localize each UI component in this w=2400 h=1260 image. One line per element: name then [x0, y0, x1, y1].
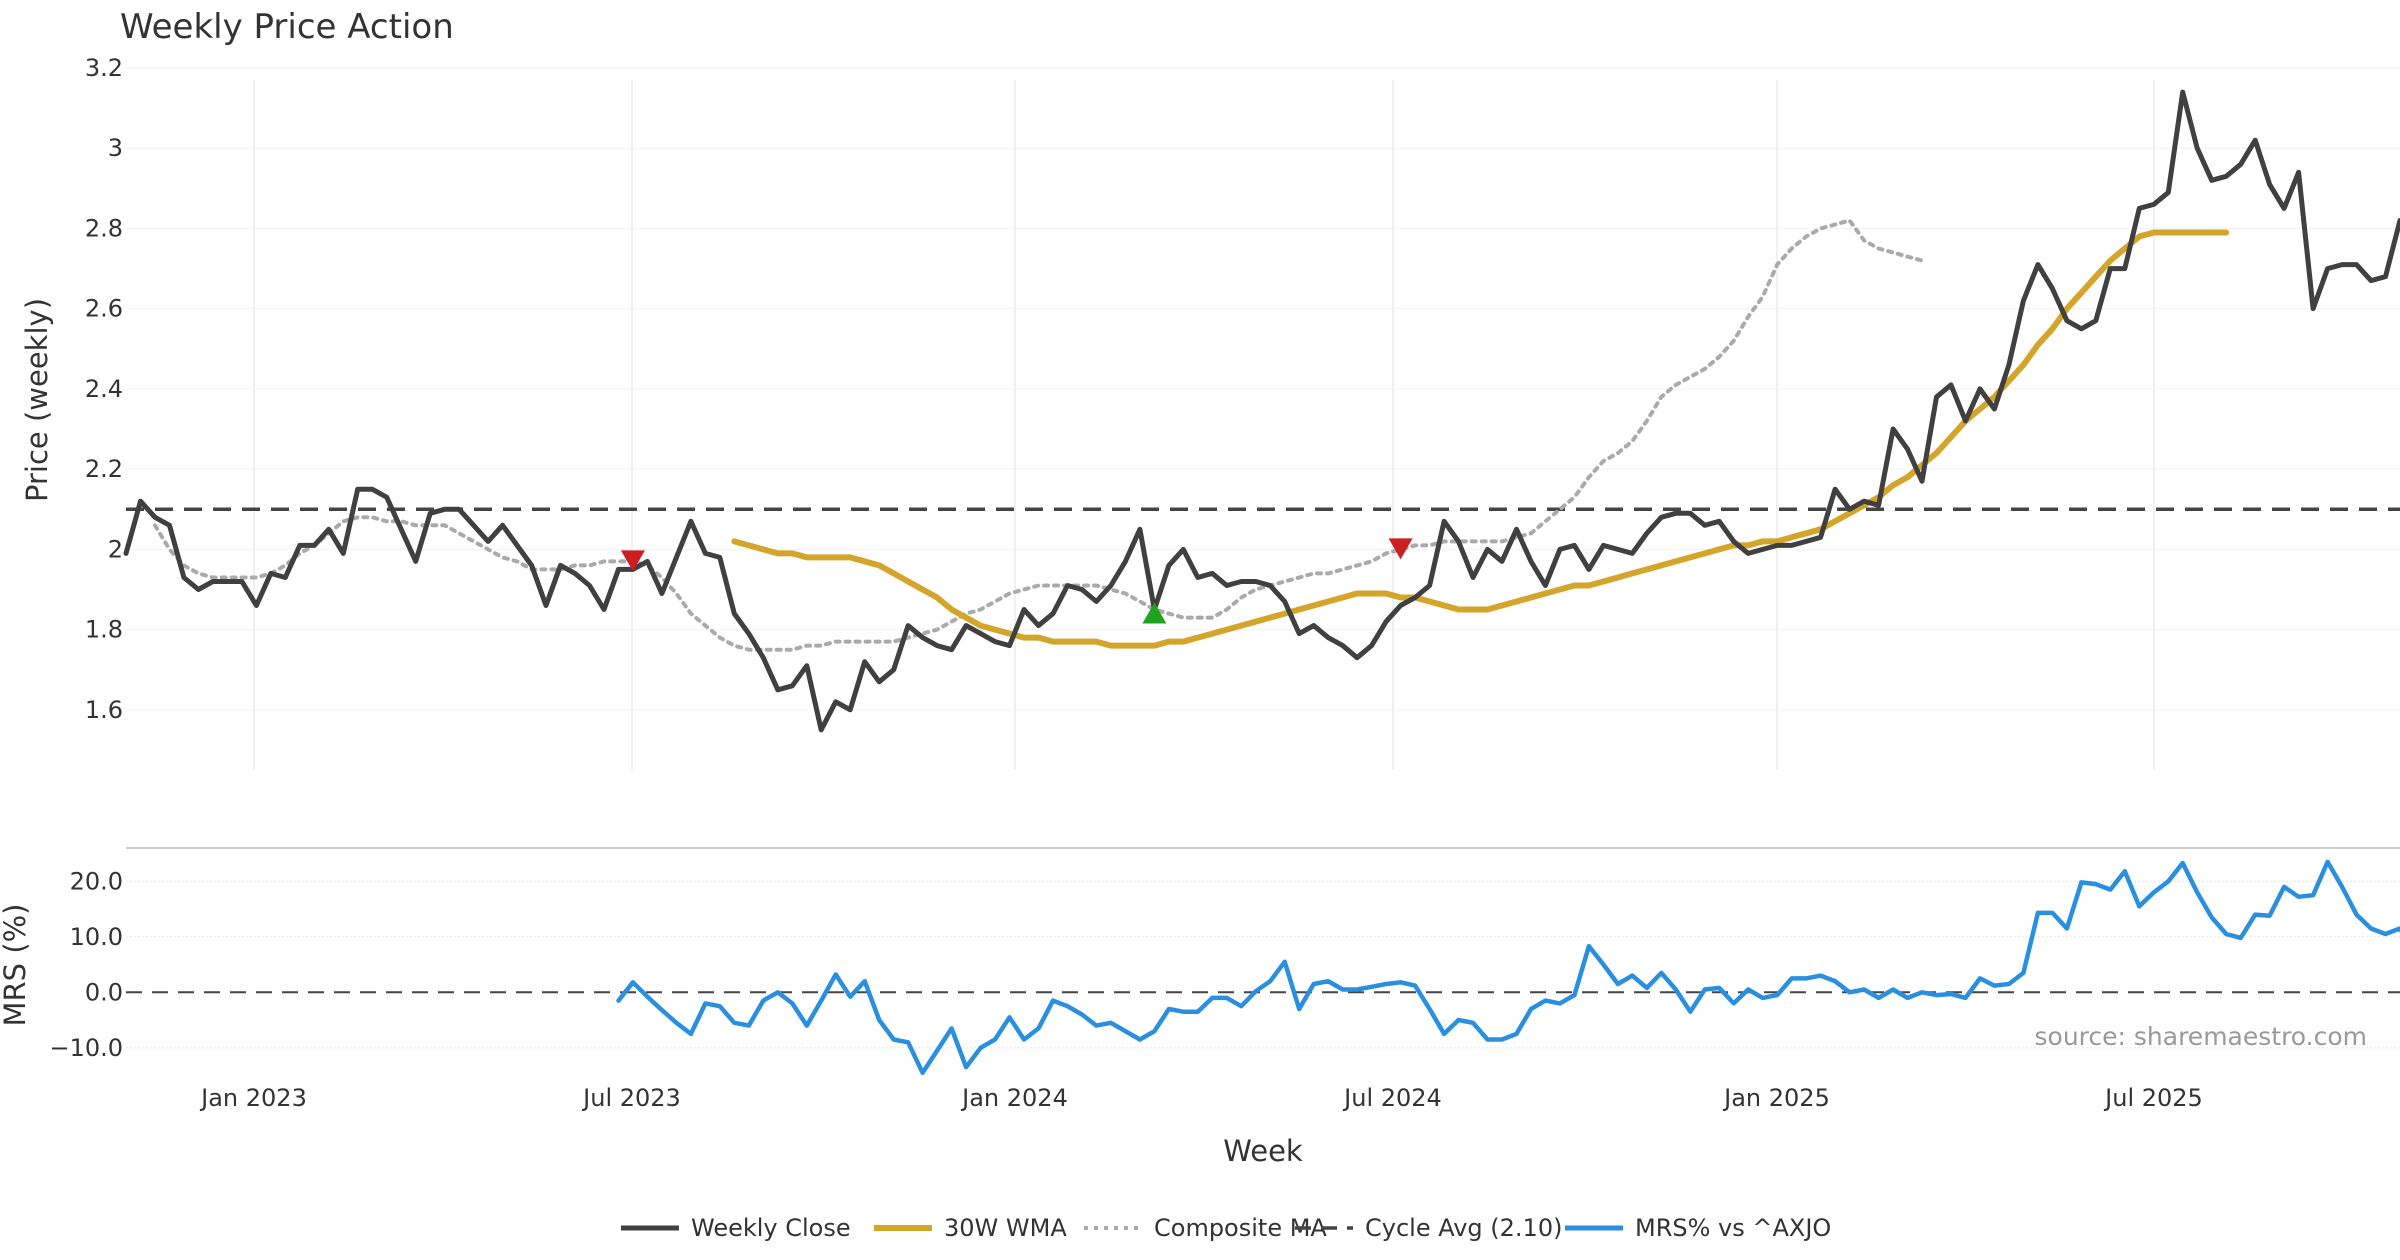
price-y-axis-title: Price (weekly)	[20, 298, 54, 502]
x-tick-label: Jan 2023	[199, 1084, 307, 1112]
x-axis-title: Week	[1223, 1134, 1303, 1168]
x-tick-label: Jul 2023	[581, 1084, 681, 1112]
mrs-y-tick-labels: −10.0 0.0 10.0 20.0	[49, 867, 123, 1062]
signal-markers	[620, 538, 1413, 624]
source-note: source: sharemaestro.com	[2035, 1022, 2368, 1051]
mrs-gridlines	[126, 847, 2400, 1049]
chart-legend: Weekly Close 30W WMA Composite MA Cycle Avg…	[621, 1214, 1831, 1242]
price-y-tick-label: 2	[108, 535, 123, 563]
price-y-tick-label: 3	[108, 134, 123, 162]
chart-title: Weekly Price Action	[120, 7, 454, 47]
legend-item: 30W WMA	[874, 1214, 1067, 1242]
weekly-close-line	[123, 89, 2400, 733]
sell-signal-marker	[1388, 538, 1413, 560]
price-y-tick-label: 2.2	[85, 455, 123, 483]
mrs-y-tick-label: 10.0	[70, 923, 123, 951]
legend-label: Cycle Avg (2.10)	[1365, 1214, 1562, 1242]
mrs-y-tick-label: 20.0	[70, 867, 123, 895]
price-y-tick-label: 3.2	[85, 54, 123, 82]
mrs-y-tick-label: 0.0	[85, 978, 123, 1006]
price-y-tick-label: 2.8	[85, 214, 123, 242]
legend-label: Weekly Close	[691, 1214, 851, 1242]
price-y-tick-label: 1.8	[85, 616, 123, 644]
x-tick-labels: Jan 2023 Jul 2023 Jan 2024 Jul 2024 Jan 2025…	[199, 1084, 2203, 1112]
mrs-line	[616, 859, 2400, 1076]
price-y-tick-label: 1.6	[85, 696, 123, 724]
x-tick-label: Jan 2025	[1722, 1084, 1830, 1112]
legend-item: MRS% vs ^AXJO	[1565, 1214, 1831, 1242]
mrs-y-tick-label: −10.0	[49, 1034, 123, 1062]
legend-item: Cycle Avg (2.10)	[1295, 1214, 1562, 1242]
x-tick-label: Jul 2024	[1342, 1084, 1442, 1112]
mrs-y-axis-title: MRS (%)	[0, 904, 32, 1027]
composite-ma-line	[153, 218, 1924, 652]
sell-signal-marker	[620, 550, 645, 572]
price-y-tick-labels: 1.6 1.8 2 2.2 2.4 2.6 2.8 3 3.2	[85, 54, 123, 724]
price-y-tick-label: 2.6	[85, 295, 123, 323]
x-tick-label: Jan 2024	[960, 1084, 1068, 1112]
buy-signal-marker	[1142, 602, 1167, 624]
wma-30w-line	[731, 229, 2230, 649]
price-y-tick-label: 2.4	[85, 375, 123, 403]
legend-label: MRS% vs ^AXJO	[1635, 1214, 1831, 1242]
price-gridlines	[126, 67, 2400, 770]
legend-label: 30W WMA	[944, 1214, 1067, 1242]
x-tick-label: Jul 2025	[2103, 1084, 2203, 1112]
legend-item: Weekly Close	[621, 1214, 851, 1242]
